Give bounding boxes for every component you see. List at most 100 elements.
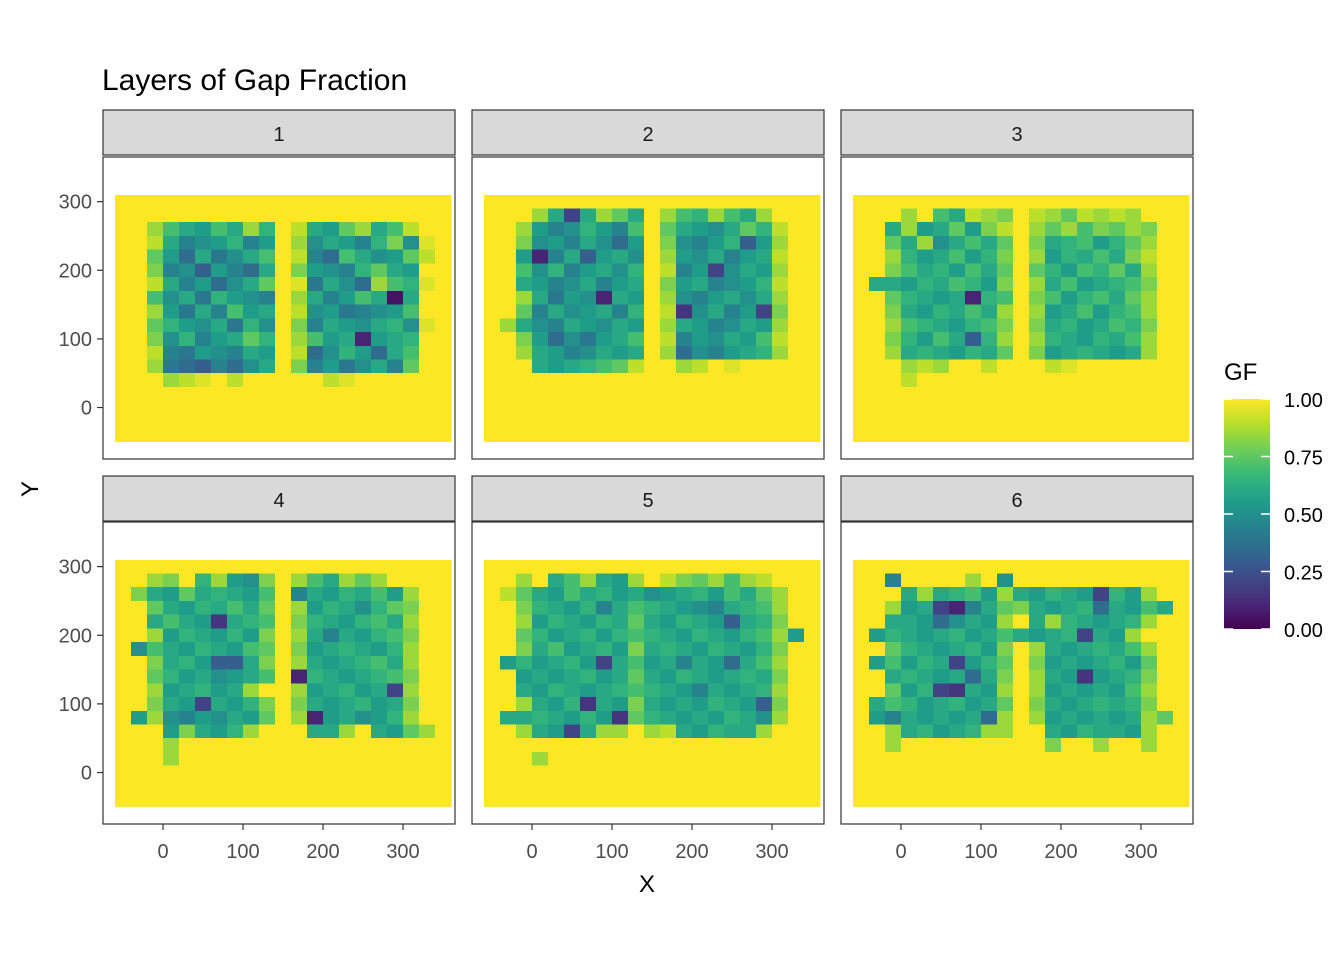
heatmap-cell [788,263,805,278]
heatmap-cell [997,710,1014,725]
heatmap-cell [211,400,228,415]
heatmap-cell [275,793,292,808]
heatmap-cell [804,359,821,374]
heatmap-cell [981,751,998,767]
heatmap-cell [227,263,244,278]
heatmap-cell [307,724,324,739]
heatmap-cell [1157,263,1174,278]
heatmap-cell [548,263,565,278]
heatmap-cell [1173,359,1190,374]
heatmap-cell [516,208,533,223]
heatmap-cell [419,414,436,429]
heatmap-cell [548,600,565,616]
heatmap-cell [853,751,870,767]
heatmap-cell [1013,194,1030,209]
heatmap-cell [676,194,693,209]
heatmap-cell [1029,642,1046,657]
heatmap-cell [259,428,276,443]
heatmap-cell [179,628,196,643]
heatmap-cell [147,345,164,360]
heatmap-cell [933,263,950,278]
heatmap-cell [1045,386,1062,402]
heatmap-cell [1077,235,1094,251]
heatmap-cell [227,290,244,305]
heatmap-cell [628,765,645,780]
heatmap-cell [147,710,164,725]
heatmap-cell [227,600,244,616]
heatmap-cell [275,683,292,698]
heatmap-cell [1013,318,1030,333]
heatmap-cell [1157,614,1174,629]
heatmap-cell [901,414,918,429]
heatmap-cell [885,249,902,264]
heatmap-cell [339,263,356,278]
heatmap-cell [1029,628,1046,643]
heatmap-cell [692,779,709,794]
heatmap-cell [275,628,292,643]
heatmap-cell [387,697,404,712]
heatmap-cell [291,765,308,780]
heatmap-cell [740,263,757,278]
heatmap-cell [692,793,709,808]
heatmap-cell [644,332,661,347]
heatmap-cell [211,779,228,794]
heatmap-cell [644,290,661,305]
heatmap-cell [355,573,372,588]
heatmap-cell [500,359,517,374]
heatmap-cell [628,290,645,305]
heatmap-cell [307,710,324,725]
heatmap-cell [901,359,918,374]
heatmap-cell [355,249,372,264]
heatmap-cell [1029,765,1046,780]
heatmap-cell [564,194,581,209]
heatmap-cell [788,318,805,333]
heatmap-cell [435,628,452,643]
heatmap-cell [355,793,372,808]
heatmap-cell [1141,642,1158,657]
heatmap-cell [163,765,180,780]
heatmap-cell [115,710,132,725]
heatmap-cell [612,614,629,629]
heatmap-cell [323,738,340,753]
heatmap-cell [1061,587,1078,602]
heatmap-cell [933,318,950,333]
heatmap-cell [708,194,725,209]
heatmap-cell [1061,194,1078,209]
heatmap-cell [275,290,292,305]
heatmap-cell [949,724,966,739]
heatmap-cell [147,779,164,794]
heatmap-cell [195,290,212,305]
heatmap-cell [500,304,517,319]
heatmap-cell [901,318,918,333]
heatmap-cell [227,710,244,725]
heatmap-cell [612,304,629,319]
heatmap-cell [435,386,452,402]
heatmap-cell [291,628,308,643]
heatmap-cell [965,628,982,643]
heatmap-cell [532,751,549,767]
heatmap-cell [628,332,645,347]
heatmap-cell [901,697,918,712]
heatmap-cell [997,277,1014,292]
heatmap-cell [1061,400,1078,415]
heatmap-cell [1093,724,1110,739]
heatmap-cell [1093,290,1110,305]
heatmap-cell [788,724,805,739]
heatmap-cell [724,318,741,333]
heatmap-cell [500,751,517,767]
heatmap-cell [596,710,613,725]
heatmap-cell [740,669,757,684]
heatmap-cell [484,249,501,264]
heatmap-cell [1157,559,1174,574]
heatmap-cell [644,738,661,753]
heatmap-cell [435,683,452,698]
heatmap-cell [853,263,870,278]
heatmap-cell [371,386,388,402]
heatmap-cell [516,765,533,780]
heatmap-cell [1109,249,1126,264]
heatmap-cell [131,373,148,388]
heatmap-cell [291,208,308,223]
heatmap-cell [371,710,388,725]
heatmap-cell [885,738,902,753]
heatmap-cell [1077,587,1094,602]
